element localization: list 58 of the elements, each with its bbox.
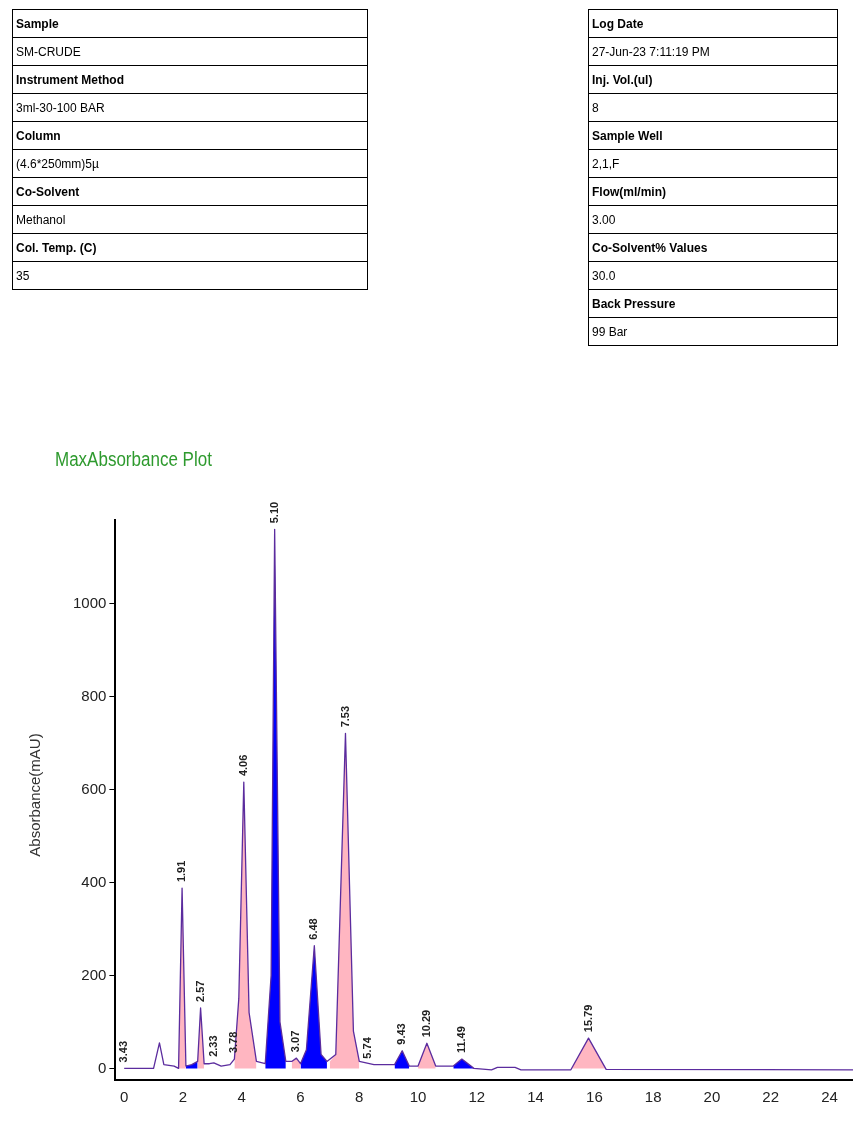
x-tick-label: 0 xyxy=(120,1088,129,1106)
annotation: 3.78 xyxy=(227,1031,240,1054)
text: 3.00 xyxy=(588,205,838,234)
annotation: 1.91 xyxy=(175,860,188,883)
x-tick-label: 22 xyxy=(762,1088,780,1106)
text: 99 Bar xyxy=(588,317,838,346)
annotation: 2.57 xyxy=(193,980,206,1002)
annotation: 2.33 xyxy=(206,1035,219,1057)
y-tick-label: 1000 xyxy=(72,593,107,611)
text: 35 xyxy=(12,261,368,290)
annotation: 3.43 xyxy=(117,1040,130,1063)
annotation: 5.10 xyxy=(267,501,280,524)
annotation: 7.53 xyxy=(338,705,351,728)
annotation: 10.29 xyxy=(419,1009,432,1038)
text: Column xyxy=(12,121,368,150)
text: Back Pressure xyxy=(588,289,838,318)
y-tick-label: 0 xyxy=(98,1058,107,1076)
text: Inj. Vol.(ul) xyxy=(588,65,838,94)
x-tick-label: 12 xyxy=(468,1088,486,1106)
text: Sample Well xyxy=(588,121,838,150)
text: Col. Temp. (C) xyxy=(12,233,368,262)
text: Instrument Method xyxy=(12,65,368,94)
text: 8 xyxy=(588,93,838,122)
text: 3ml-30-100 BAR xyxy=(12,93,368,122)
x-tick-label: 20 xyxy=(703,1088,721,1106)
y-tick-label: 600 xyxy=(81,779,107,797)
annotation: 11.49 xyxy=(454,1026,467,1054)
x-tick-label: 24 xyxy=(821,1088,838,1106)
x-tick-label: 4 xyxy=(237,1088,246,1106)
y-axis-title: Absorbance(mAU) xyxy=(25,733,43,857)
y-tick-label: 400 xyxy=(81,872,107,890)
text: Log Date xyxy=(588,9,838,38)
text: 2,1,F xyxy=(588,149,838,178)
text: 30.0 xyxy=(588,261,838,290)
x-tick-label: 10 xyxy=(409,1088,427,1106)
annotation: 15.79 xyxy=(581,1004,594,1033)
annotation: 4.06 xyxy=(236,754,249,777)
text: 27-Jun-23 7:11:19 PM xyxy=(588,37,838,66)
x-tick-label: 2 xyxy=(178,1088,188,1106)
x-tick-label: 18 xyxy=(644,1088,662,1106)
text: Methanol xyxy=(12,205,368,234)
x-tick-label: 14 xyxy=(527,1088,544,1106)
text: Co-Solvent xyxy=(12,177,368,206)
annotation: 3.07 xyxy=(289,1030,302,1053)
text: Flow(ml/min) xyxy=(588,177,838,206)
y-tick-label: 800 xyxy=(81,686,107,704)
text: SM-CRUDE xyxy=(12,37,368,66)
x-tick-label: 16 xyxy=(586,1088,603,1106)
x-tick-label: 6 xyxy=(296,1088,305,1106)
annotation: 5.74 xyxy=(361,1036,374,1059)
text: Co-Solvent% Values xyxy=(588,233,838,262)
y-tick-label: 200 xyxy=(81,965,107,983)
text: (4.6*250mm)5µ xyxy=(12,149,368,178)
text: Sample xyxy=(12,9,368,38)
annotation: 9.43 xyxy=(395,1023,408,1045)
chart-title: MaxAbsorbance Plot xyxy=(55,448,212,471)
annotation: 6.48 xyxy=(307,918,320,940)
x-tick-label: 8 xyxy=(355,1088,364,1106)
